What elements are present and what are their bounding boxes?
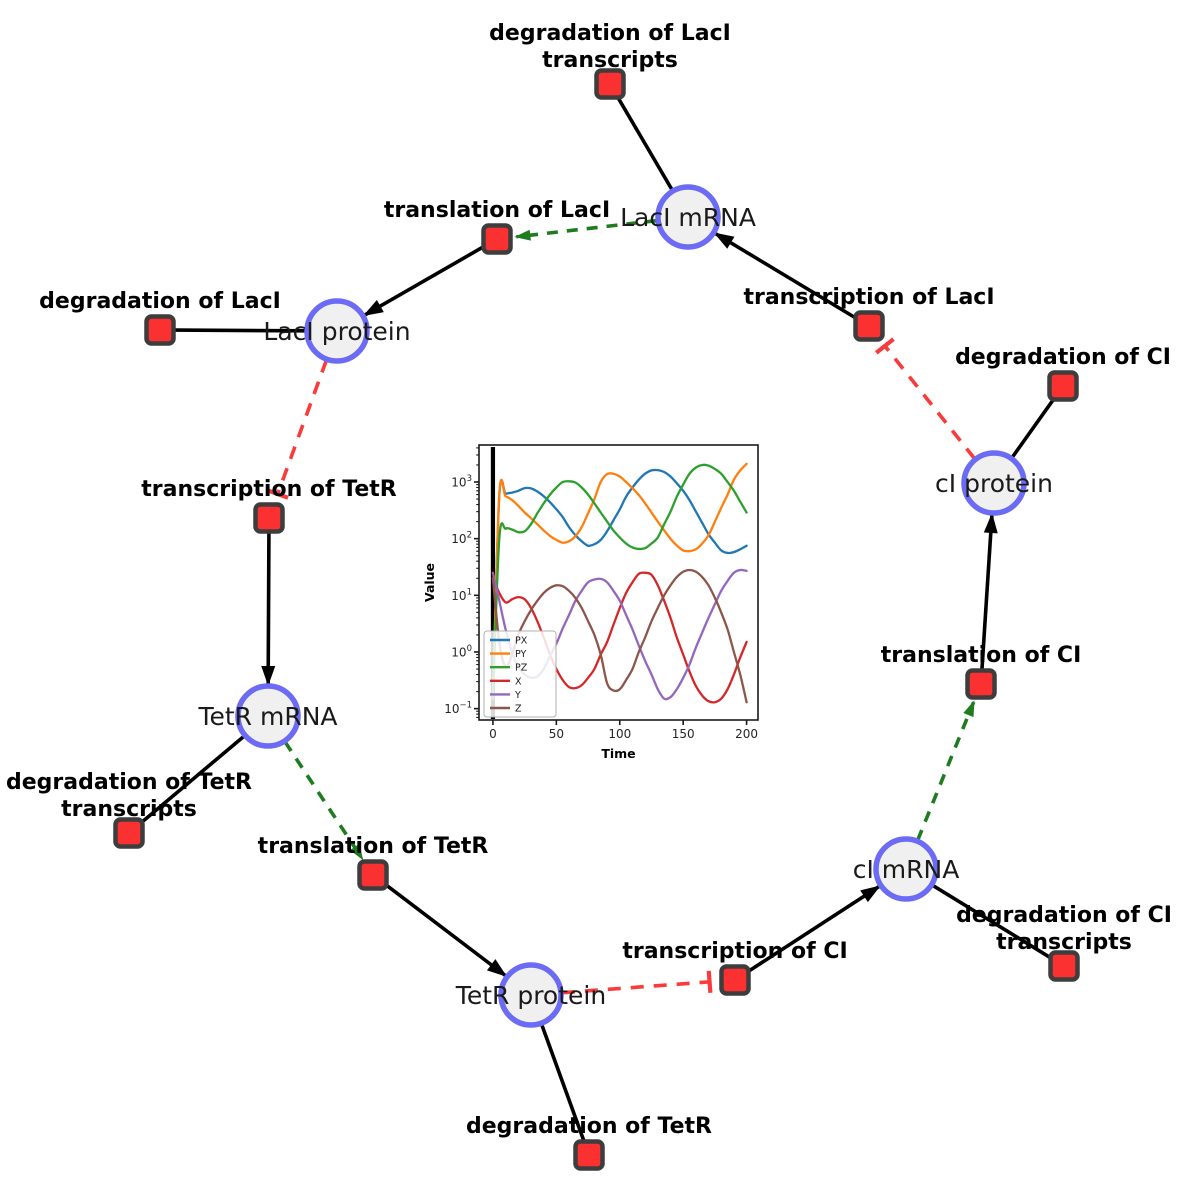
- reaction-node-degradation-tetr-transcripts[interactable]: [113, 817, 145, 849]
- species-node-ci-mrna[interactable]: [873, 836, 939, 902]
- chart-series-X: [491, 571, 748, 704]
- edge-reactant-tetr-mrna-to-degradation-tetr-transcripts: [138, 734, 246, 826]
- reaction-label-degradation-ci-line1: degradation of CI: [955, 345, 1171, 370]
- edge-reactant-laci-protein-to-degradation-laci: [174, 328, 307, 333]
- x-tick-label: 50: [549, 727, 564, 741]
- reaction-label-degradation-ci-transcripts-line1: degradation of CI: [956, 903, 1172, 928]
- edge-product-transcription-laci-to-laci-mrna: [713, 231, 858, 321]
- edge-modifier-ci-mrna-to-translation-ci: [915, 700, 976, 841]
- legend-label-Z: Z: [515, 704, 522, 715]
- edge-reactant-laci-mrna-to-degradation-laci-transcripts: [615, 95, 674, 192]
- x-tick-label: 200: [735, 727, 758, 741]
- chart-series-Z: [491, 568, 748, 704]
- reaction-node-degradation-laci[interactable]: [144, 314, 176, 346]
- edge-product-translation-laci-to-laci-protein: [362, 244, 486, 318]
- x-tick-label: 150: [672, 727, 695, 741]
- edge-inhibitor-ci-protein-to-transcription-laci: [874, 337, 977, 460]
- reaction-label-degradation-ci-transcripts-line2: transcripts: [996, 930, 1132, 955]
- species-label-ci-mrna: cI mRNA: [853, 855, 960, 884]
- reaction-node-degradation-ci-transcripts[interactable]: [1048, 950, 1080, 982]
- reaction-label-degradation-laci-transcripts-line2: transcripts: [542, 48, 678, 73]
- species-node-tetr-protein[interactable]: [498, 962, 564, 1028]
- edge-reactant-tetr-protein-to-degradation-tetr: [539, 1023, 586, 1142]
- reaction-node-translation-tetr[interactable]: [357, 859, 389, 891]
- reaction-node-transcription-laci[interactable]: [853, 310, 885, 342]
- edge-reactant-ci-mrna-to-degradation-ci-transcripts: [931, 883, 1053, 960]
- reaction-label-degradation-laci-transcripts-line1: degradation of LacI: [489, 21, 731, 46]
- edge-inhibitor-laci-protein-to-transcription-tetr: [266, 359, 329, 500]
- edge-modifier-tetr-mrna-to-translation-tetr: [283, 740, 364, 861]
- reaction-label-transcription-laci-line1: transcription of LacI: [743, 285, 994, 310]
- y-tick-label: 103: [451, 474, 472, 490]
- reaction-label-degradation-tetr-line1: degradation of TetR: [466, 1114, 712, 1139]
- species-node-laci-protein[interactable]: [304, 298, 370, 364]
- reaction-label-translation-ci-line1: translation of CI: [881, 643, 1082, 668]
- reaction-node-transcription-tetr[interactable]: [253, 502, 285, 534]
- reaction-label-degradation-tetr-transcripts-line2: transcripts: [61, 797, 197, 822]
- y-tick-label: 100: [451, 644, 472, 660]
- nodes-layer: [113, 68, 1080, 1171]
- reaction-label-degradation-tetr-transcripts-line1: degradation of TetR: [6, 770, 252, 795]
- edge-reactant-ci-protein-to-degradation-ci: [1010, 396, 1057, 459]
- species-label-laci-protein: LacI protein: [263, 317, 410, 346]
- species-label-tetr-mrna: TetR mRNA: [197, 702, 337, 731]
- x-tick-label: 0: [489, 727, 497, 741]
- chart-series-PZ: [491, 463, 748, 700]
- edge-inhibitor-tetr-protein-to-transcription-ci: [561, 970, 713, 995]
- edge-product-translation-tetr-to-tetr-protein: [383, 882, 508, 978]
- reaction-node-translation-ci[interactable]: [965, 668, 997, 700]
- chart-xlabel: Time: [601, 746, 635, 761]
- species-label-tetr-protein: TetR protein: [455, 981, 606, 1010]
- legend-label-PZ: PZ: [515, 663, 528, 674]
- edge-modifier-laci-mrna-to-translation-laci: [514, 218, 658, 241]
- species-node-tetr-mrna[interactable]: [235, 683, 301, 749]
- labels-layer: degradation of LacItranscriptstranslatio…: [6, 21, 1172, 1139]
- edge-product-transcription-tetr-to-tetr-mrna: [261, 532, 276, 687]
- reaction-node-translation-laci[interactable]: [481, 223, 513, 255]
- chart-axes-frame: [478, 444, 759, 721]
- chart-legend: PX PY PZ XYZ: [483, 630, 557, 718]
- reaction-node-transcription-ci[interactable]: [719, 964, 751, 996]
- x-tick-label: 100: [608, 727, 631, 741]
- species-label-ci-protein: cI protein: [935, 469, 1053, 498]
- reaction-node-degradation-ci[interactable]: [1047, 370, 1079, 402]
- reaction-node-degradation-laci-transcripts[interactable]: [594, 68, 626, 100]
- edge-product-translation-ci-to-ci-protein: [980, 512, 998, 670]
- y-tick-label: 10−1: [444, 701, 472, 717]
- chart-ylabel: Value: [422, 563, 437, 602]
- reaction-label-translation-laci-line1: translation of LacI: [384, 198, 610, 223]
- inset-chart: 0 50 100 150 20010−1100101102103TimeValuePXP…: [422, 444, 759, 761]
- reaction-node-degradation-tetr[interactable]: [573, 1139, 605, 1171]
- chart-series-PX: [491, 468, 748, 700]
- edge-product-transcription-ci-to-ci-mrna: [746, 884, 881, 974]
- reaction-label-translation-tetr-line1: translation of TetR: [258, 834, 489, 859]
- y-tick-label: 101: [451, 587, 472, 603]
- species-label-laci-mrna: LacI mRNA: [620, 203, 756, 232]
- reaction-label-transcription-ci-line1: transcription of CI: [622, 939, 847, 964]
- edges-layer: [138, 95, 1057, 1142]
- chart-series-group: [491, 462, 748, 704]
- species-node-ci-protein[interactable]: [961, 450, 1027, 516]
- legend-label-Y: Y: [514, 690, 521, 701]
- legend-label-X: X: [515, 676, 522, 687]
- y-tick-label: 102: [451, 531, 472, 547]
- reaction-label-degradation-laci-line1: degradation of LacI: [39, 289, 281, 314]
- legend-label-PX: PX: [515, 636, 528, 647]
- reaction-label-transcription-tetr-line1: transcription of TetR: [141, 477, 397, 502]
- species-node-laci-mrna[interactable]: [655, 184, 721, 250]
- chart-series-PY: [491, 462, 748, 700]
- legend-label-PY: PY: [515, 649, 527, 660]
